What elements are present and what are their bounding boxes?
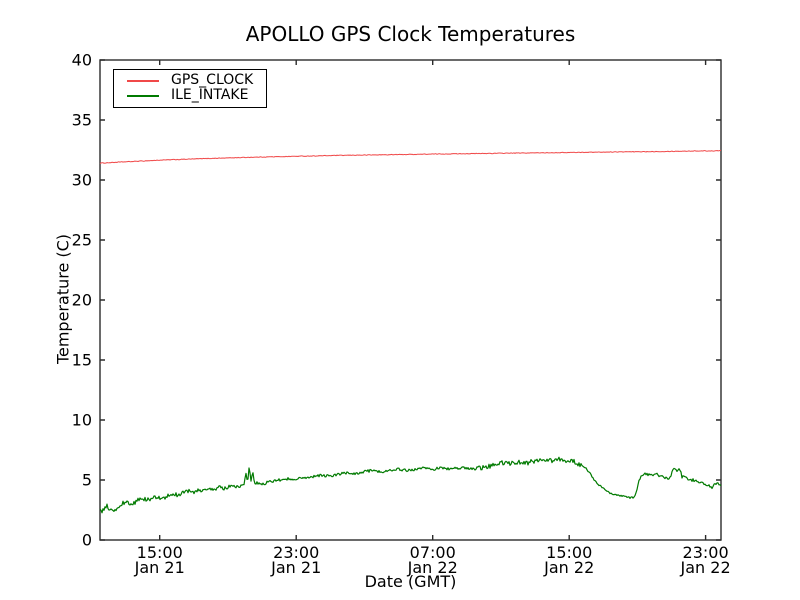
legend-item: GPS_CLOCK [114,73,266,88]
legend-line-gps-clock-icon [127,79,159,82]
x-axis-label: Date (GMT) [364,572,457,591]
x-tick-time-label: 15:00 [137,543,183,562]
legend-item: ILE_INTAKE [114,88,266,103]
chart-title: APOLLO GPS Clock Temperatures [245,22,576,46]
y-axis-label: Temperature (C) [53,233,73,365]
series-line-ile_intake [99,456,722,514]
legend-label-ile-intake: ILE_INTAKE [171,87,249,103]
y-tick-label: 35 [72,111,92,130]
y-tick-label: 30 [72,171,92,190]
y-tick-label: 0 [82,531,92,550]
y-tick-label: 40 [72,51,92,70]
legend: GPS_CLOCK ILE_INTAKE [113,69,267,108]
x-tick-date-label: Jan 22 [407,558,458,577]
y-tick-label: 15 [72,351,92,370]
legend-label-gps-clock: GPS_CLOCK [171,72,254,88]
x-tick-time-label: 23:00 [683,543,729,562]
y-tick-label: 20 [72,291,92,310]
y-tick-label: 10 [72,411,92,430]
legend-line-ile-intake-icon [127,94,159,97]
axis-ticks [100,59,721,541]
x-tick-time-label: 23:00 [273,543,319,562]
x-tick-time-label: 15:00 [546,543,592,562]
x-tick-time-label: 07:00 [410,543,456,562]
x-tick-date-label: Jan 22 [680,558,731,577]
x-tick-date-label: Jan 22 [543,558,594,577]
y-tick-label: 25 [72,231,92,250]
x-tick-date-label: Jan 21 [270,558,321,577]
plot-border [99,59,722,541]
x-tick-date-label: Jan 21 [134,558,185,577]
series-line-gps_clock [99,149,722,164]
y-tick-label: 5 [82,471,92,490]
